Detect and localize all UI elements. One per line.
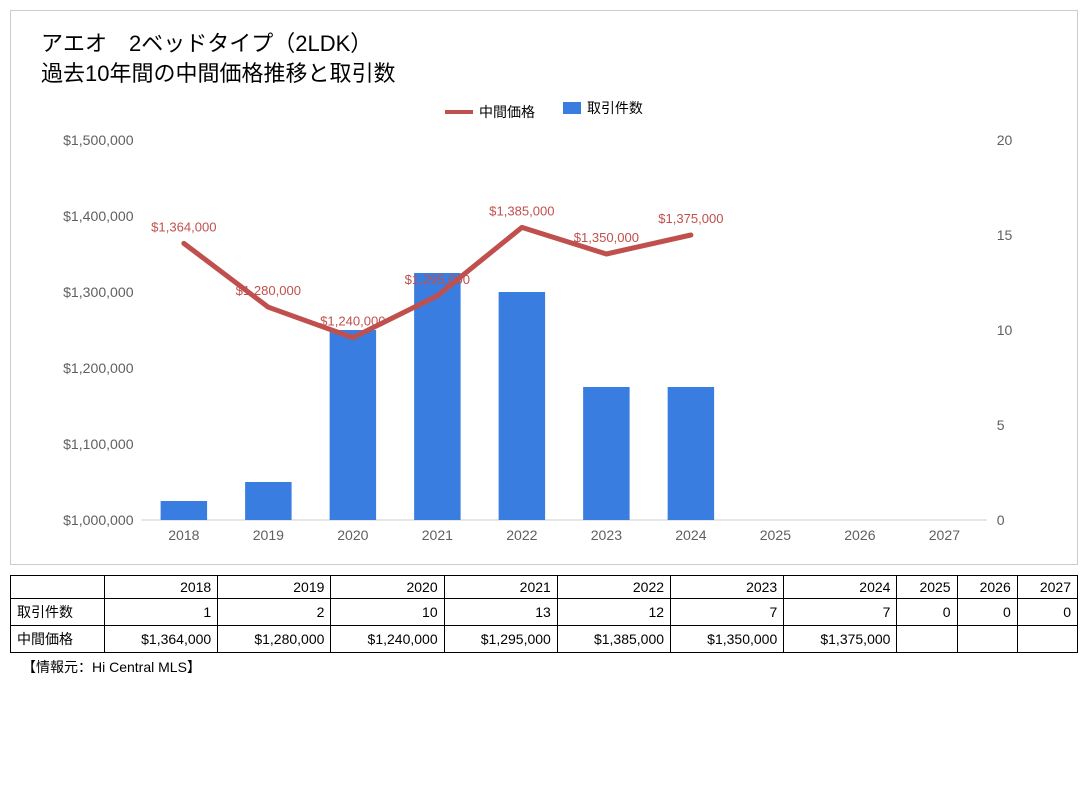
- svg-text:$1,240,000: $1,240,000: [320, 314, 385, 329]
- svg-text:2025: 2025: [760, 527, 792, 543]
- table-cell: $1,240,000: [331, 626, 444, 653]
- table-row: 取引件数1210131277000: [11, 599, 1078, 626]
- svg-text:2022: 2022: [506, 527, 538, 543]
- table-cell: 7: [784, 599, 897, 626]
- legend-line-swatch: [445, 110, 473, 114]
- svg-text:$1,500,000: $1,500,000: [63, 132, 134, 148]
- svg-text:$1,400,000: $1,400,000: [63, 208, 134, 224]
- table-cell: 2021: [444, 576, 557, 599]
- table-cell: 0: [897, 599, 957, 626]
- table-cell: 2026: [957, 576, 1017, 599]
- table-cell: 取引件数: [11, 599, 105, 626]
- table-cell: 1: [105, 599, 218, 626]
- legend: 中間価格 取引件数: [41, 98, 1047, 122]
- table-cell: [897, 626, 957, 653]
- table-cell: 2020: [331, 576, 444, 599]
- table-cell: 2023: [671, 576, 784, 599]
- table-cell: 7: [671, 599, 784, 626]
- data-table: 2018201920202021202220232024202520262027…: [10, 575, 1078, 653]
- table-cell: 0: [1017, 599, 1077, 626]
- svg-text:$1,100,000: $1,100,000: [63, 436, 134, 452]
- svg-text:0: 0: [997, 512, 1005, 528]
- table-cell: 10: [331, 599, 444, 626]
- table-cell: 0: [957, 599, 1017, 626]
- table-cell: 2027: [1017, 576, 1077, 599]
- svg-text:5: 5: [997, 417, 1005, 433]
- table-cell: 12: [557, 599, 670, 626]
- title-line-2: 過去10年間の中間価格推移と取引数: [41, 61, 395, 86]
- chart-title: アエオ 2ベッドタイプ（2LDK） 過去10年間の中間価格推移と取引数: [41, 29, 1047, 88]
- svg-text:$1,295,000: $1,295,000: [405, 272, 470, 287]
- table-cell: 13: [444, 599, 557, 626]
- svg-text:2024: 2024: [675, 527, 707, 543]
- title-line-1: アエオ 2ベッドタイプ（2LDK）: [41, 31, 372, 56]
- svg-text:15: 15: [997, 227, 1013, 243]
- svg-text:$1,350,000: $1,350,000: [574, 230, 639, 245]
- svg-text:2026: 2026: [844, 527, 876, 543]
- legend-price: 中間価格: [445, 102, 535, 122]
- table-cell: $1,295,000: [444, 626, 557, 653]
- table-row: 中間価格$1,364,000$1,280,000$1,240,000$1,295…: [11, 626, 1078, 653]
- legend-count-label: 取引件数: [587, 98, 643, 118]
- svg-text:2019: 2019: [253, 527, 285, 543]
- svg-text:$1,385,000: $1,385,000: [489, 204, 554, 219]
- table-cell: 2024: [784, 576, 897, 599]
- table-cell: [1017, 626, 1077, 653]
- svg-text:2020: 2020: [337, 527, 369, 543]
- legend-price-label: 中間価格: [479, 102, 535, 122]
- svg-text:$1,375,000: $1,375,000: [658, 211, 723, 226]
- table-cell: $1,375,000: [784, 626, 897, 653]
- table-cell: 2022: [557, 576, 670, 599]
- svg-text:$1,300,000: $1,300,000: [63, 284, 134, 300]
- table-row: 2018201920202021202220232024202520262027: [11, 576, 1078, 599]
- plot-area: $1,000,000 $1,100,000 $1,200,000 $1,300,000…: [41, 130, 1047, 550]
- table-cell: 2019: [218, 576, 331, 599]
- svg-text:2021: 2021: [422, 527, 454, 543]
- table-cell: 2018: [105, 576, 218, 599]
- svg-text:2023: 2023: [591, 527, 623, 543]
- svg-text:20: 20: [997, 132, 1013, 148]
- table-cell: 中間価格: [11, 626, 105, 653]
- table-cell: 2: [218, 599, 331, 626]
- svg-text:$1,280,000: $1,280,000: [236, 284, 301, 299]
- table-cell: $1,364,000: [105, 626, 218, 653]
- svg-text:$1,200,000: $1,200,000: [63, 360, 134, 376]
- svg-text:$1,364,000: $1,364,000: [151, 220, 216, 235]
- legend-box-swatch: [563, 102, 581, 114]
- table-cell: 2025: [897, 576, 957, 599]
- svg-text:2018: 2018: [168, 527, 200, 543]
- chart-svg: $1,000,000 $1,100,000 $1,200,000 $1,300,000…: [41, 130, 1047, 550]
- svg-text:2027: 2027: [929, 527, 961, 543]
- table-cell: $1,385,000: [557, 626, 670, 653]
- table-cell: $1,280,000: [218, 626, 331, 653]
- svg-text:10: 10: [997, 322, 1013, 338]
- source-note: 【情報元：Hi Central MLS】: [10, 657, 1078, 677]
- legend-count: 取引件数: [563, 98, 643, 118]
- chart-card: アエオ 2ベッドタイプ（2LDK） 過去10年間の中間価格推移と取引数 中間価格…: [10, 10, 1078, 565]
- table-cell: $1,350,000: [671, 626, 784, 653]
- svg-text:$1,000,000: $1,000,000: [63, 512, 134, 528]
- table-cell: [11, 576, 105, 599]
- table-cell: [957, 626, 1017, 653]
